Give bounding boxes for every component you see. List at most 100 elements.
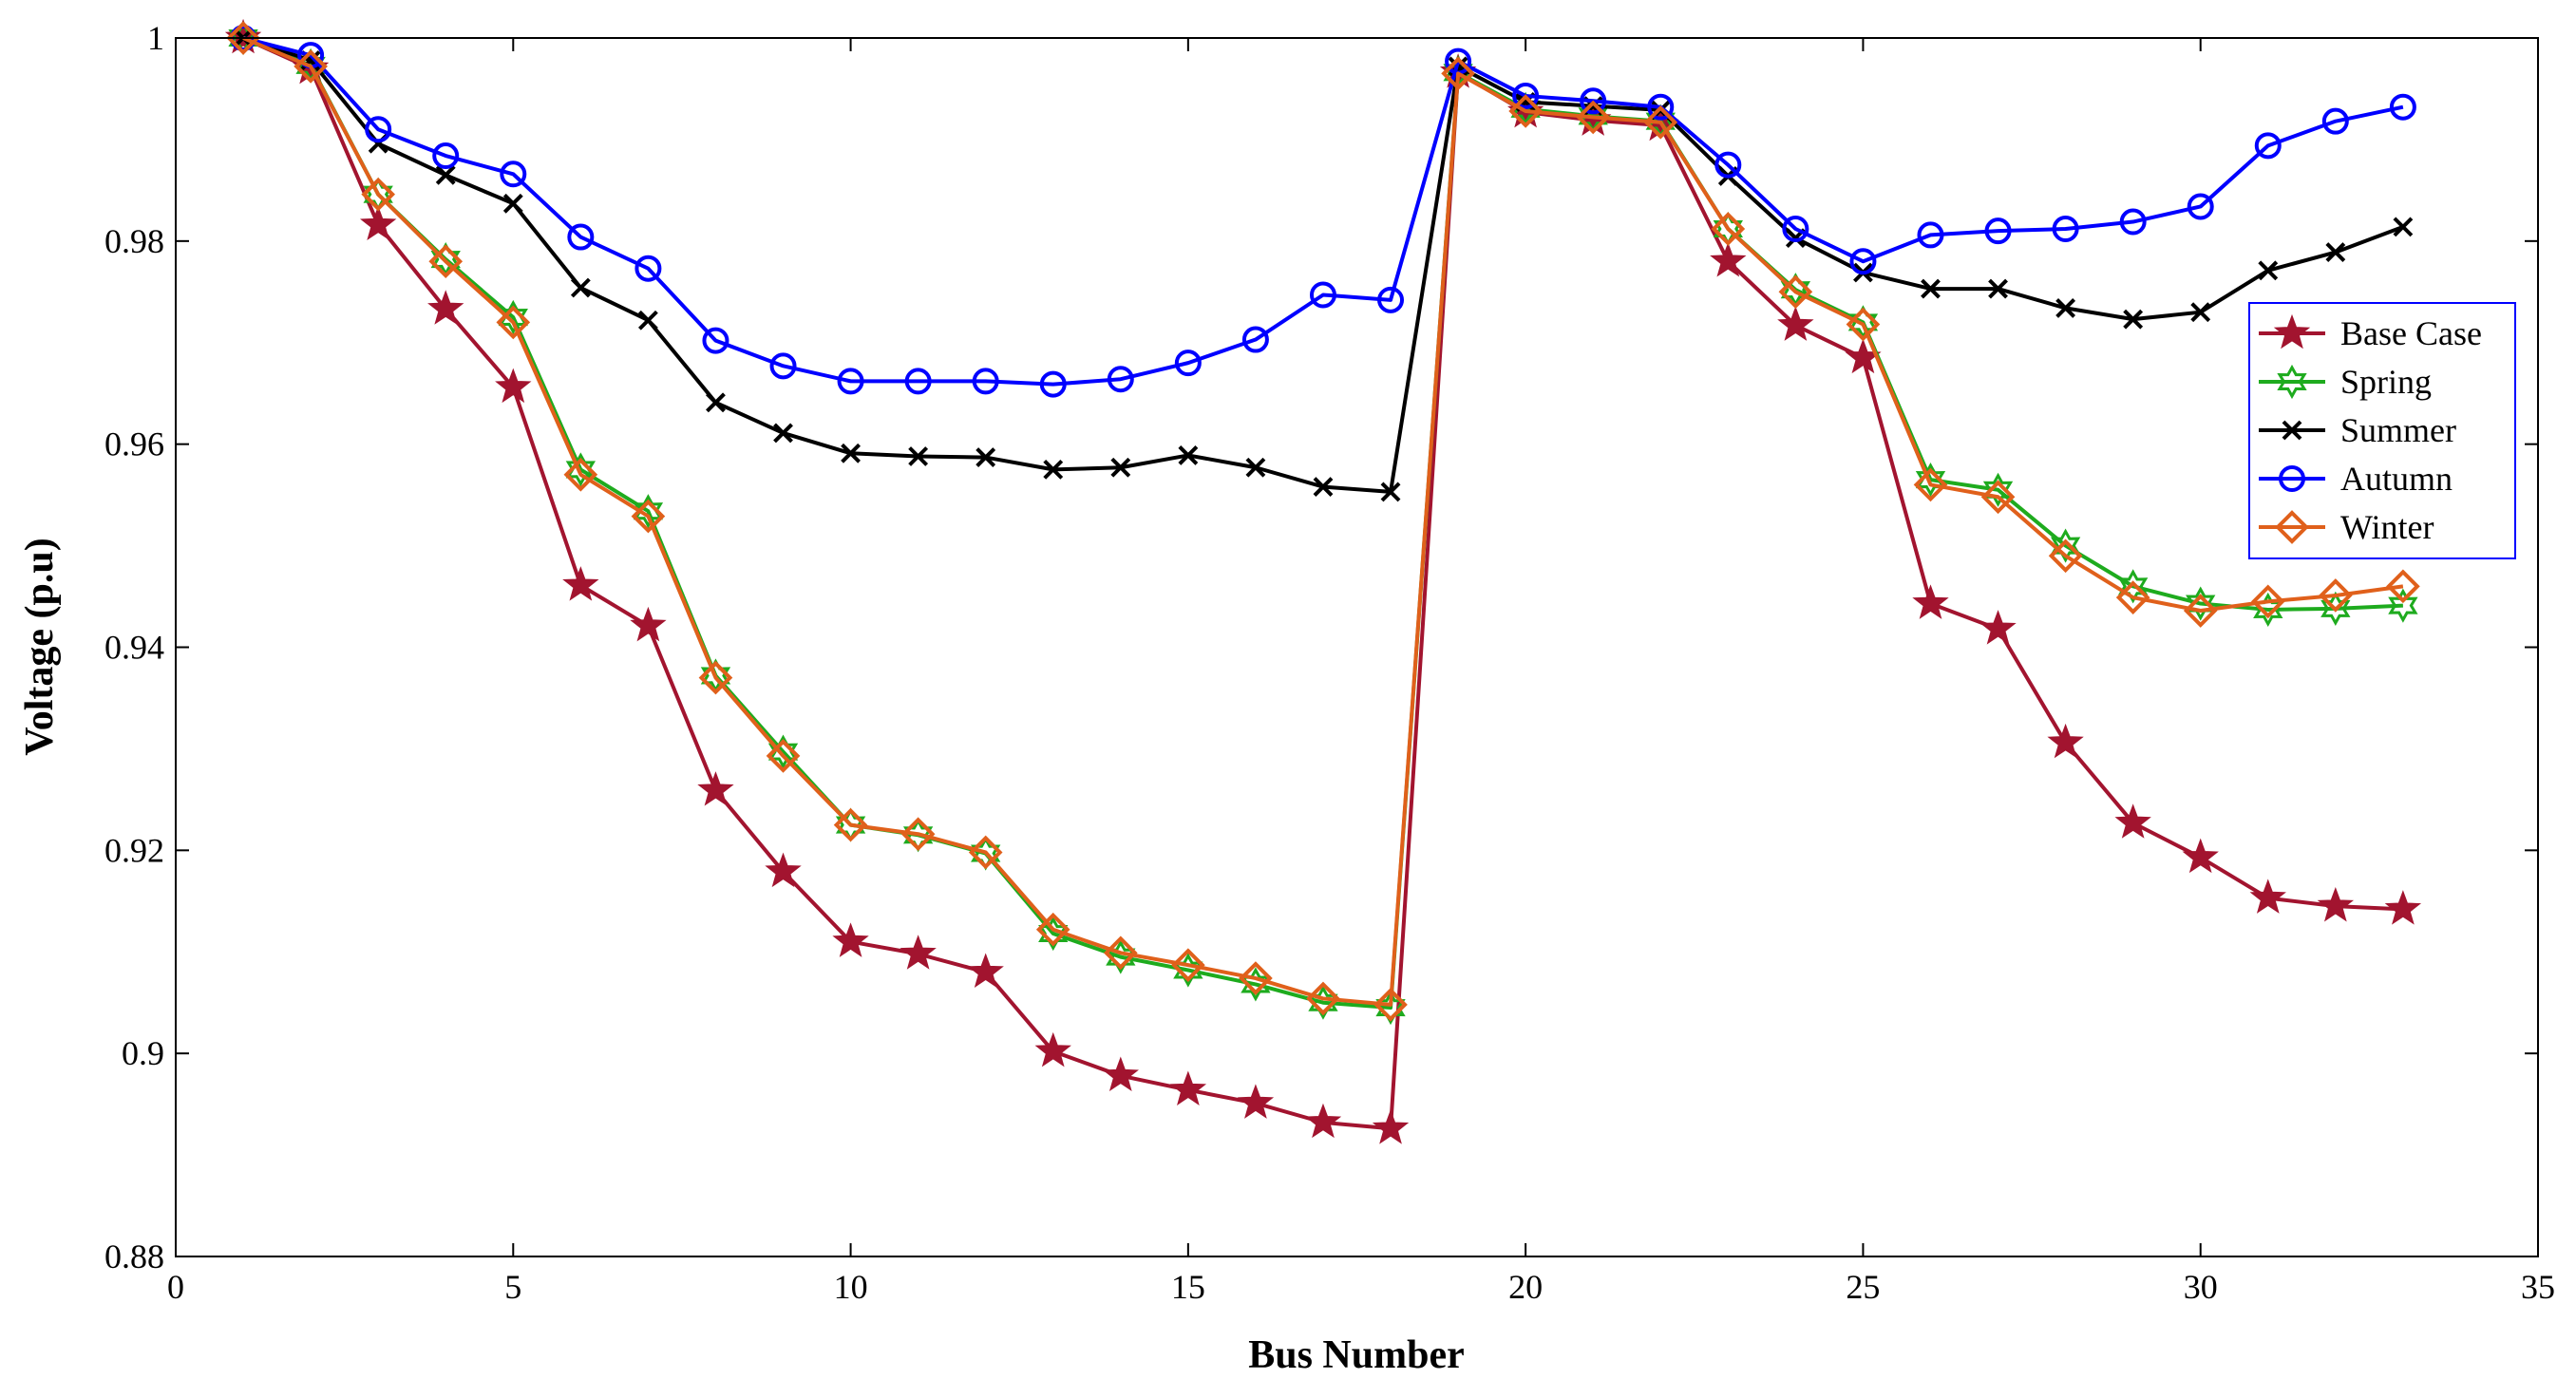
data-point-spring (565, 452, 597, 487)
data-point-winter (833, 807, 868, 842)
data-point-spring (2186, 586, 2216, 621)
legend-marker-spring (2277, 364, 2307, 400)
data-point-summer (1043, 459, 1064, 480)
y-axis-title: Voltage (p.u) (18, 538, 62, 755)
data-point-winter (1441, 56, 1475, 91)
data-point-autumn (702, 327, 729, 354)
data-point-winter (1846, 307, 1881, 342)
data-point-summer (1178, 445, 1199, 465)
y-tick-label: 0.98 (104, 222, 164, 260)
data-point-summer (773, 423, 793, 444)
series-winter (226, 21, 2420, 1022)
series-autumn (230, 25, 2416, 398)
x-tick-label: 20 (1508, 1268, 1543, 1306)
data-point-winter (1576, 100, 1611, 135)
data-point-winter (2319, 578, 2353, 613)
data-point-summer (2123, 309, 2144, 330)
data-point-base-case (359, 205, 397, 241)
data-point-base-case (630, 606, 667, 642)
data-point-base-case (495, 368, 532, 404)
data-point-winter (631, 499, 666, 534)
data-point-winter (2250, 584, 2285, 619)
data-point-autumn (432, 142, 460, 170)
data-point-base-case (1237, 1084, 1275, 1119)
data-point-winter (1035, 912, 1070, 947)
data-point-autumn (1241, 326, 1269, 353)
data-point-base-case (765, 852, 802, 888)
data-point-base-case (2317, 886, 2355, 922)
y-tick-label: 0.88 (104, 1237, 164, 1275)
data-point-spring (633, 494, 664, 529)
y-tick-label: 0.92 (104, 831, 164, 869)
data-point-autumn (1309, 281, 1336, 309)
data-point-summer (502, 193, 523, 214)
data-point-winter (428, 244, 464, 279)
data-point-base-case (967, 953, 1004, 988)
data-point-summer (975, 447, 996, 467)
data-point-autumn (1849, 248, 1877, 275)
legend-label-summer: Summer (2340, 411, 2456, 449)
data-point-winter (2115, 580, 2150, 614)
legend-label-autumn: Autumn (2340, 460, 2453, 498)
y-tick-label: 0.96 (104, 425, 164, 463)
data-point-winter (1508, 94, 1543, 128)
data-point-summer (1313, 477, 1334, 497)
data-point-base-case (1777, 306, 1814, 341)
legend-label-winter: Winter (2340, 508, 2434, 546)
data-point-winter (698, 660, 733, 695)
data-point-base-case (1034, 1031, 1071, 1067)
data-point-summer (1921, 278, 1941, 299)
data-point-autumn (1174, 350, 1202, 377)
legend-label-spring: Spring (2340, 363, 2432, 401)
data-point-winter (563, 457, 598, 492)
data-point-winter (1373, 988, 1408, 1022)
data-point-spring (1982, 472, 2014, 507)
data-point-spring (2388, 588, 2418, 623)
data-point-autumn (769, 352, 797, 380)
x-tick-label: 30 (2184, 1268, 2218, 1306)
data-point-summer (2258, 260, 2279, 281)
data-point-base-case (900, 935, 937, 970)
data-point-base-case (2114, 803, 2151, 839)
data-point-winter (1306, 981, 1340, 1016)
data-point-spring (767, 734, 799, 769)
data-point-winter (900, 817, 936, 852)
data-point-base-case (1372, 1109, 1410, 1144)
data-point-autumn (567, 223, 595, 251)
data-point-base-case (2047, 723, 2084, 759)
data-point-base-case (1169, 1070, 1207, 1105)
data-point-summer (706, 392, 726, 413)
data-point-spring (2050, 528, 2081, 563)
data-point-autumn (1647, 93, 1675, 121)
legend-marker-autumn (2279, 465, 2305, 492)
data-point-spring (2320, 591, 2351, 626)
data-point-autumn (1580, 87, 1607, 115)
data-point-autumn (1714, 151, 1742, 179)
data-point-autumn (2187, 193, 2214, 220)
data-point-winter (361, 177, 395, 212)
legend-marker-summer (2282, 420, 2302, 441)
data-point-winter (1171, 948, 1205, 982)
data-point-winter (1980, 480, 2016, 515)
legend-label-base-case: Base Case (2340, 314, 2482, 352)
data-point-base-case (1912, 584, 1949, 619)
series-layer (224, 18, 2422, 1144)
data-point-winter (2386, 569, 2420, 604)
data-point-base-case (1710, 242, 1747, 277)
series-line-autumn (242, 36, 2404, 387)
data-point-summer (2393, 217, 2414, 237)
data-point-autumn (1039, 370, 1067, 398)
x-tick-label: 25 (1846, 1268, 1880, 1306)
x-tick-label: 0 (167, 1268, 184, 1306)
data-point-winter (1103, 935, 1138, 971)
data-point-winter (496, 305, 531, 340)
data-point-autumn (365, 116, 392, 143)
series-line-spring (242, 36, 2403, 1011)
y-tick-label: 1 (147, 19, 164, 57)
data-point-winter (1778, 274, 1813, 310)
data-point-base-case (697, 771, 734, 806)
data-point-base-case (832, 922, 869, 957)
data-point-autumn (1512, 82, 1540, 109)
legend-marker-base-case (2273, 313, 2311, 350)
